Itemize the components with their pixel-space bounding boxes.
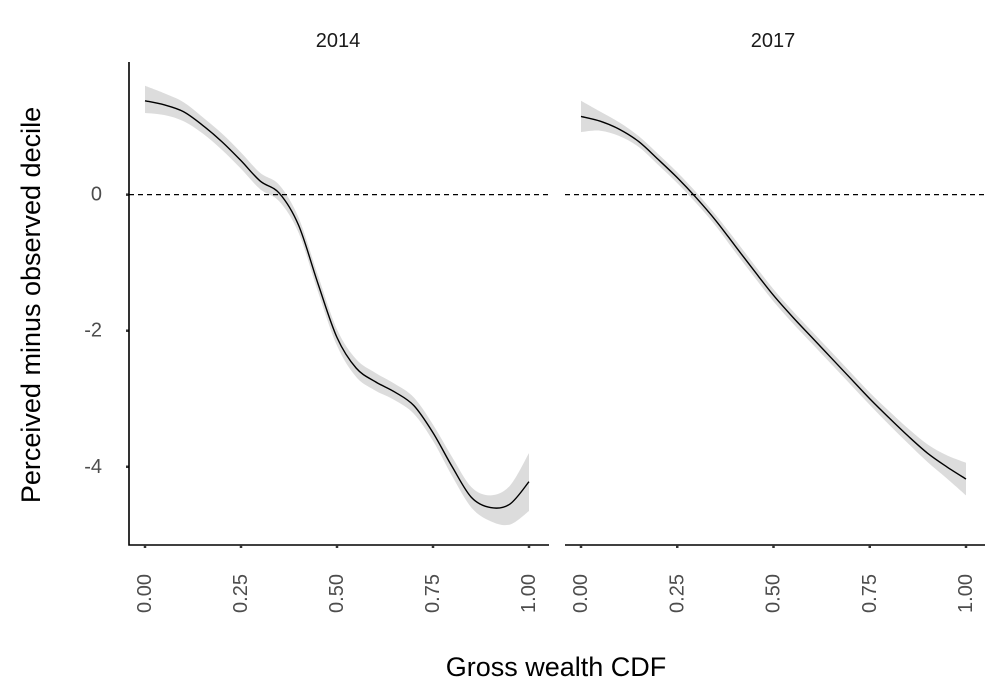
x-tick-label: 0.75 xyxy=(422,574,444,613)
panel-2017: 2017 0.00 0.25 0.50 0.75 1.00 xyxy=(565,30,985,613)
x-tick-label: 0.75 xyxy=(859,574,881,613)
x-tick-label: 0.00 xyxy=(134,574,156,613)
smooth-curve-2014 xyxy=(144,100,530,509)
x-axis-title: Gross wealth CDF xyxy=(446,652,667,682)
x-axis-ticks-2014: 0.00 0.25 0.50 0.75 1.00 xyxy=(134,545,540,613)
x-tick-label: 0.25 xyxy=(666,574,688,613)
x-tick-label: 1.00 xyxy=(955,574,977,613)
y-axis-ticks: 0 -2 -4 xyxy=(84,184,129,478)
confidence-band-2014 xyxy=(145,85,529,526)
x-tick-label: 0.50 xyxy=(326,574,348,613)
x-tick-label: 0.50 xyxy=(763,574,785,613)
y-tick-label: -4 xyxy=(84,456,102,478)
y-tick-label: -2 xyxy=(84,320,102,342)
smooth-curve-2017 xyxy=(580,115,967,480)
x-tick-label: 0.00 xyxy=(570,574,592,613)
x-tick-label: 0.25 xyxy=(230,574,252,613)
axis-frame-2014 xyxy=(128,62,549,546)
y-tick-label: 0 xyxy=(91,184,102,206)
facet-title-2014: 2014 xyxy=(316,30,361,52)
x-axis-ticks-2017: 0.00 0.25 0.50 0.75 1.00 xyxy=(570,545,977,613)
y-axis-title: Perceived minus observed decile xyxy=(16,107,46,503)
x-tick-label: 1.00 xyxy=(518,574,540,613)
facet-title-2017: 2017 xyxy=(751,30,796,52)
panel-2014: 2014 0.00 0.25 0.50 0.75 1.00 xyxy=(128,30,549,613)
confidence-band-2017 xyxy=(581,100,966,496)
